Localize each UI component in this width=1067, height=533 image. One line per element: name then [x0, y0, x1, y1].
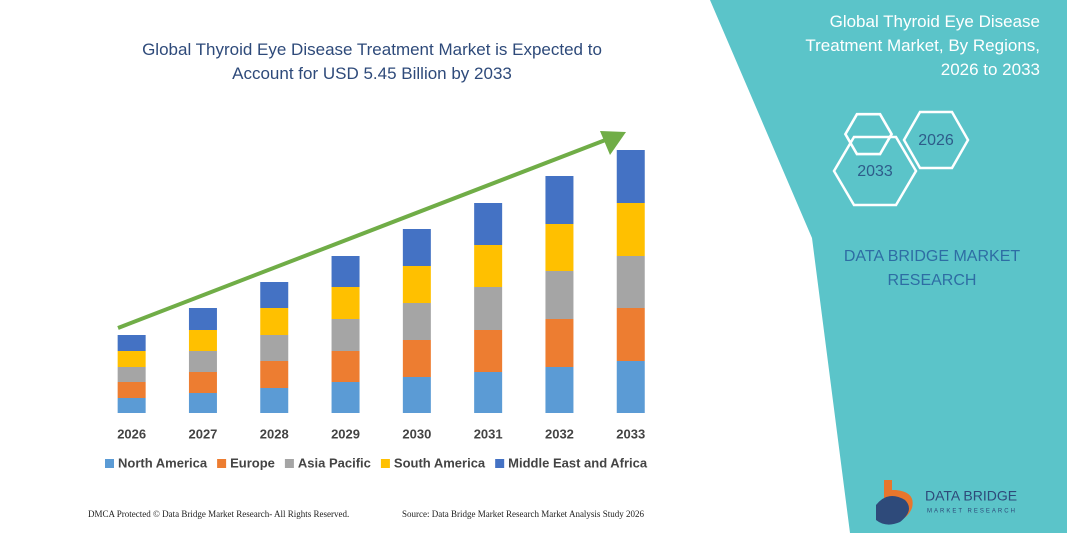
x-tick-label: 2026	[117, 426, 146, 441]
bar-segment	[616, 256, 645, 308]
bar-segment	[402, 303, 431, 340]
logo-tagline: MARKET RESEARCH	[927, 509, 1017, 515]
bar-segment	[117, 367, 146, 382]
bar-segment	[331, 287, 360, 319]
bar-segment	[331, 319, 360, 351]
bar-segment	[188, 330, 217, 351]
x-tick-label: 2028	[260, 426, 289, 441]
bar-segment	[117, 382, 146, 398]
legend-swatch	[495, 459, 505, 468]
bar-segment	[117, 335, 146, 351]
bar-segment	[616, 361, 645, 413]
legend-label: South America	[394, 455, 486, 470]
bar-segment	[474, 330, 503, 372]
bar-segment	[117, 351, 146, 367]
footer-source: Source: Data Bridge Market Research Mark…	[402, 509, 644, 519]
bar-segment	[331, 382, 360, 413]
bar-segment	[545, 271, 574, 319]
bar-segment	[545, 319, 574, 367]
bar-segment	[331, 351, 360, 382]
hexagon	[843, 112, 894, 156]
bar-segment	[474, 372, 503, 413]
panel-title: Global Thyroid Eye Disease Treatment Mar…	[805, 12, 1040, 79]
legend-label: North America	[118, 455, 208, 470]
bar-segment	[188, 308, 217, 330]
brand-text: DATA BRIDGE MARKET RESEARCH	[843, 248, 1021, 289]
legend-swatch	[284, 459, 294, 468]
bar-segment	[260, 308, 289, 335]
x-tick-label: 2031	[474, 426, 503, 441]
bar-segment	[474, 245, 503, 287]
hexagon	[902, 110, 970, 170]
hex-label: 2026	[918, 132, 954, 149]
x-tick-label: 2030	[402, 426, 431, 441]
bar-segment	[545, 176, 574, 224]
bar-segment	[474, 287, 503, 330]
bar-segment	[188, 351, 217, 372]
bar-segment	[402, 340, 431, 377]
bar-segment	[402, 229, 431, 266]
bar-segment	[545, 224, 574, 271]
legend-swatch	[217, 459, 227, 468]
footer-rights: DMCA Protected © Data Bridge Market Rese…	[88, 509, 349, 519]
legend-label: Asia Pacific	[298, 455, 371, 470]
bar-segment	[331, 256, 360, 287]
trend-arrow	[117, 137, 609, 330]
x-tick-label: 2029	[331, 426, 360, 441]
trend-arrowhead	[600, 131, 626, 155]
logo-name: DATA BRIDGE	[925, 488, 1017, 504]
chart-title: Global Thyroid Eye Disease Treatment Mar…	[142, 40, 602, 83]
legend-label: Europe	[230, 455, 275, 470]
bar-segment	[260, 388, 289, 413]
hexagon	[832, 135, 918, 207]
legend-label: Middle East and Africa	[508, 455, 648, 470]
bar-segment	[616, 203, 645, 256]
x-tick-label: 2033	[616, 426, 645, 441]
bar-segment	[616, 150, 645, 203]
legend-swatch	[380, 459, 390, 468]
bar-segment	[188, 393, 217, 413]
bar-segment	[188, 372, 217, 393]
bar-segment	[402, 266, 431, 303]
x-tick-label: 2027	[188, 426, 217, 441]
bar-segment	[260, 282, 289, 308]
bar-segment	[260, 361, 289, 388]
bar-segment	[117, 398, 146, 413]
bar-segment	[402, 377, 431, 413]
logo-mark	[876, 496, 909, 525]
bar-segment	[474, 203, 503, 245]
side-panel-bg	[710, 0, 1067, 533]
bar-segment	[260, 335, 289, 361]
hex-label: 2033	[857, 163, 893, 180]
bar-segment	[616, 308, 645, 361]
legend-swatch	[105, 459, 114, 468]
bar-segment	[545, 367, 574, 413]
x-tick-label: 2032	[545, 426, 574, 441]
